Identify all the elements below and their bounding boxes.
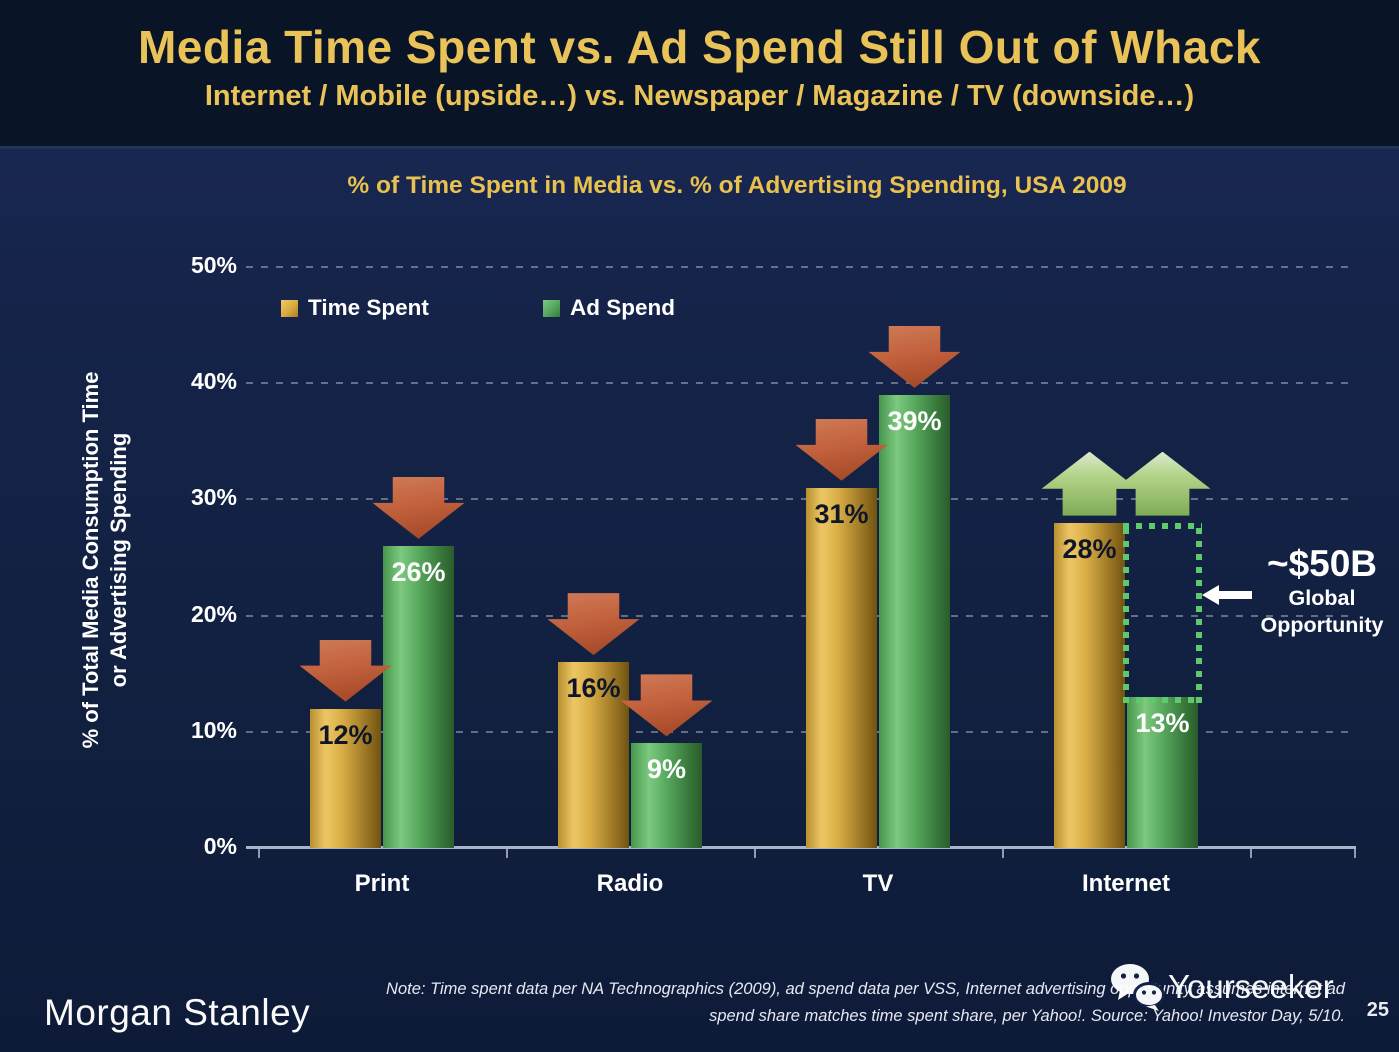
gridline	[246, 266, 1356, 268]
legend-swatch-time-spent	[281, 299, 298, 317]
y-axis-label-line2: or Advertising Spending	[106, 432, 131, 688]
opportunity-gap-rect	[1123, 522, 1202, 703]
y-tick-label: 10%	[190, 716, 237, 743]
y-tick-label: 30%	[190, 484, 237, 511]
axis-tick	[1250, 849, 1252, 858]
source-note-line2: spend share matches time spent share, pe…	[709, 1007, 1345, 1025]
slide-title: Media Time Spent vs. Ad Spend Still Out …	[137, 21, 1262, 73]
category-group-tv: 31% 39% TV	[754, 267, 1002, 897]
axis-tick	[506, 849, 508, 858]
legend-swatch-ad-spend	[543, 299, 560, 317]
wechat-icon	[1111, 964, 1165, 1011]
x-axis	[246, 846, 1356, 849]
gridline	[246, 382, 1356, 385]
y-axis-label: % of Total Media Consumption Time or Adv…	[77, 372, 133, 749]
category-group-internet: 28% 13% Internet	[1002, 267, 1250, 897]
axis-tick	[1002, 849, 1004, 858]
down-arrow-icon	[868, 325, 961, 388]
watermark: Yourseeker	[1108, 962, 1334, 1012]
morgan-stanley-logo: Morgan Stanley	[44, 992, 311, 1033]
down-arrow-icon	[547, 593, 640, 656]
bar-print-ad-spend: 26%	[383, 545, 454, 848]
bar-radio-time-spent: 16%	[558, 662, 629, 848]
bar-value-label: 13%	[1135, 707, 1190, 738]
down-arrow-icon	[372, 476, 465, 539]
gridline	[246, 498, 1356, 501]
bar-radio-ad-spend: 9%	[631, 743, 702, 848]
legend-item-time-spent: Time Spent	[281, 295, 429, 321]
slide-header: Media Time Spent vs. Ad Spend Still Out …	[0, 0, 1399, 146]
bar-internet-ad-spend: 13%	[1127, 696, 1198, 848]
down-arrow-icon	[299, 639, 392, 702]
gridline	[246, 730, 1356, 733]
bar-print-time-spent: 12%	[310, 708, 381, 848]
gridline	[246, 614, 1356, 617]
bar-value-label: 16%	[566, 673, 621, 704]
y-tick-label: 0%	[203, 833, 237, 859]
bar-value-label: 28%	[1062, 533, 1117, 564]
opportunity-label-line1: Global	[1288, 586, 1356, 610]
bar-value-label: 39%	[887, 405, 942, 436]
bar-value-label: 26%	[391, 556, 446, 587]
plot-area: 12% 26% Print 16% 9% Radio 31% 39% TV 28% 13% Inter…	[258, 267, 1250, 897]
axis-tick	[258, 849, 260, 858]
category-label-tv: TV	[862, 870, 894, 897]
axis-tick	[754, 849, 756, 858]
legend-label: Ad Spend	[570, 295, 675, 320]
opportunity-value: ~$50B	[1266, 543, 1378, 584]
bar-tv-time-spent: 31%	[806, 487, 877, 848]
page-number: 25	[1366, 999, 1389, 1021]
source-note-line1: Note: Time spent data per NA Technograph…	[386, 980, 1345, 998]
bar-tv-ad-spend: 39%	[879, 394, 950, 848]
legend-label: Time Spent	[308, 295, 429, 320]
axis-tick	[1354, 849, 1356, 858]
y-axis-label-line1: % of Total Media Consumption Time	[78, 371, 103, 749]
watermark-text: Yourseeker	[1168, 968, 1334, 1005]
source-note: Note: Time spent data per NA Technograph…	[386, 976, 1345, 1030]
category-group-radio: 16% 9% Radio	[506, 267, 754, 897]
bar-internet-time-spent: 28%	[1054, 522, 1125, 848]
bar-value-label: 31%	[814, 498, 869, 529]
up-arrow-icon	[1114, 451, 1211, 516]
opportunity-label-line2: Opportunity	[1260, 613, 1384, 637]
y-tick-label: 40%	[190, 368, 237, 395]
chart-title: % of Time Spent in Media vs. % of Advert…	[347, 172, 1127, 199]
down-arrow-icon	[620, 674, 713, 737]
left-arrow-icon	[1202, 585, 1252, 605]
category-label-radio: Radio	[596, 870, 664, 897]
slide-subtitle: Internet / Mobile (upside…) vs. Newspape…	[204, 80, 1195, 112]
category-group-print: 12% 26% Print	[258, 267, 506, 897]
category-label-print: Print	[354, 870, 410, 897]
category-label-internet: Internet	[1081, 870, 1170, 897]
y-tick-label: 50%	[190, 252, 237, 278]
opportunity-callout: ~$50B Global Opportunity	[1248, 543, 1396, 639]
down-arrow-icon	[795, 418, 888, 481]
bar-value-label: 12%	[318, 719, 373, 750]
legend-item-ad-spend: Ad Spend	[543, 295, 675, 321]
y-tick-label: 20%	[190, 600, 237, 627]
bar-value-label: 9%	[646, 754, 687, 785]
